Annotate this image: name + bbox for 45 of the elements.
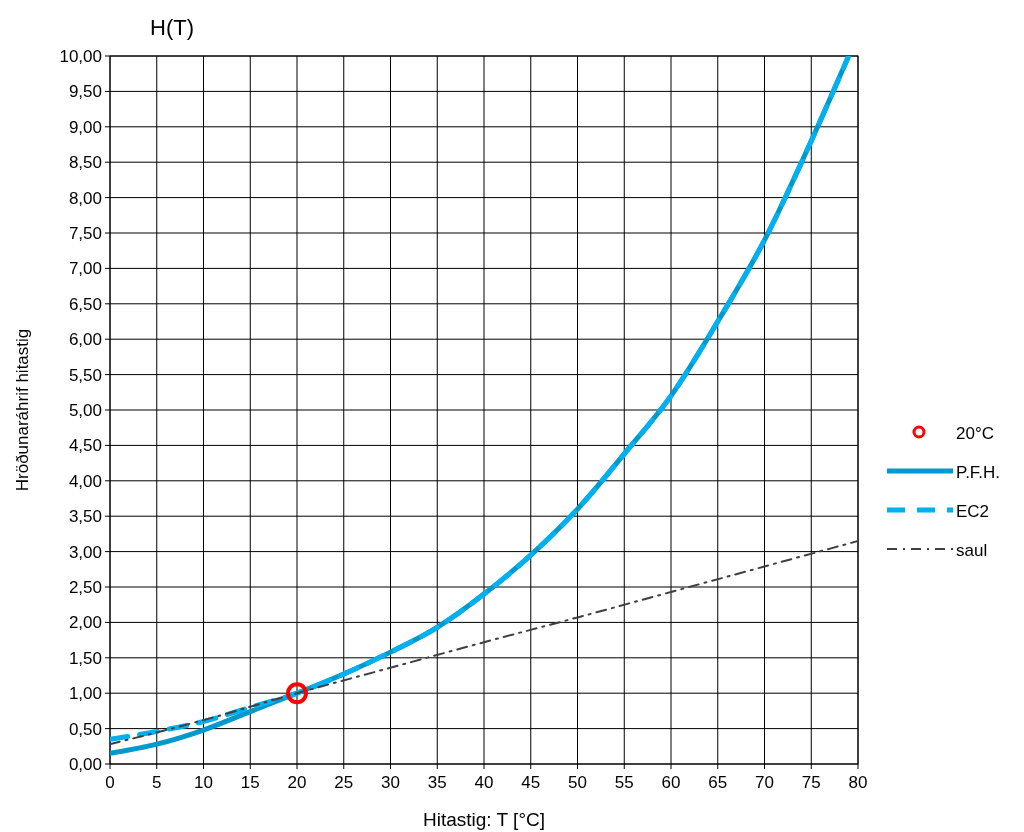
y-tick-label: 6,00 — [68, 330, 102, 350]
x-tick-label: 10 — [194, 773, 213, 792]
x-tick-label: 20 — [287, 773, 307, 792]
y-tick-label: 6,50 — [68, 294, 102, 314]
x-tick-label: 80 — [848, 773, 868, 792]
y-tick-label: 4,00 — [68, 471, 102, 491]
y-tick-label: 4,50 — [68, 436, 102, 456]
y-tick-label: 1,00 — [68, 684, 102, 704]
y-tick-label: 5,50 — [68, 365, 102, 385]
x-axis-title: Hitastig: T [°C] — [423, 809, 545, 830]
legend-label: P.F.H. — [956, 463, 1001, 482]
y-tick-label: 7,00 — [68, 259, 102, 279]
y-tick-label: 7,50 — [68, 224, 102, 243]
y-tick-label: 10,00 — [59, 47, 102, 66]
x-tick-label: 75 — [801, 773, 821, 792]
y-tick-label: 2,50 — [68, 578, 102, 597]
legend-label: EC2 — [956, 502, 990, 521]
y-tick-label: 8,00 — [68, 188, 102, 208]
x-tick-label: 70 — [755, 773, 774, 792]
y-tick-label: 5,00 — [68, 401, 102, 420]
x-tick-label: 25 — [334, 773, 354, 792]
x-tick-label: 5 — [152, 773, 162, 792]
y-tick-label: 2,00 — [68, 613, 102, 633]
x-tick-label: 45 — [521, 773, 541, 792]
legend-label: saul — [956, 541, 988, 560]
y-axis-title: Hröðunaráhrif hitastig — [13, 328, 32, 492]
y-tick-label: 0,50 — [68, 719, 102, 739]
x-tick-label: 0 — [105, 773, 115, 792]
x-tick-label: 65 — [708, 773, 728, 792]
x-tick-label: 50 — [568, 773, 587, 792]
y-tick-label: 3,50 — [68, 507, 102, 527]
x-tick-label: 35 — [427, 773, 447, 792]
y-tick-label: 3,00 — [68, 542, 102, 562]
x-tick-label: 15 — [240, 773, 260, 792]
y-tick-label: 9,00 — [68, 117, 102, 137]
y-tick-label: 0,00 — [68, 755, 102, 774]
y-tick-label: 8,50 — [68, 153, 102, 173]
chart-title: H(T) — [150, 15, 194, 40]
x-tick-label: 60 — [661, 773, 681, 792]
y-tick-label: 1,50 — [68, 648, 102, 668]
x-tick-label: 40 — [474, 773, 494, 792]
x-tick-label: 55 — [614, 773, 634, 792]
legend-label: 20°C — [956, 424, 994, 443]
x-tick-label: 30 — [381, 773, 400, 792]
y-tick-label: 9,50 — [68, 82, 102, 102]
